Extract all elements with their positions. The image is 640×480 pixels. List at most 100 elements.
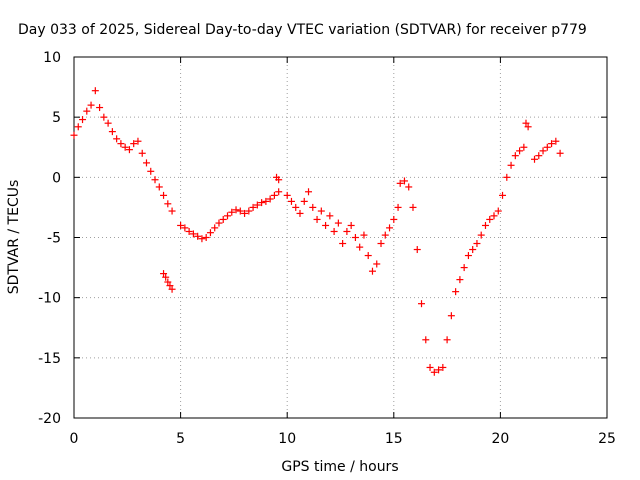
data-point [456,276,464,284]
data-point [322,221,330,229]
data-point [232,206,240,214]
data-point [236,207,244,215]
data-point [87,101,95,109]
data-point [507,161,515,169]
x-axis-label: GPS time / hours [281,459,398,475]
data-point [477,231,485,239]
data-point [486,215,494,223]
data-point [469,246,477,254]
data-point [241,209,249,217]
data-point [270,191,278,199]
data-point [162,273,170,281]
data-point [394,203,402,211]
data-point [155,183,163,191]
data-point [104,119,112,127]
data-point [206,229,214,237]
y-tick-label: -15 [38,351,61,367]
data-point [74,123,82,131]
x-tick-label: 20 [491,431,509,447]
data-point [228,208,236,216]
data-point [524,123,532,131]
data-point [151,176,159,184]
data-point [166,282,174,290]
data-point [70,131,78,139]
data-point [439,363,447,371]
data-point [400,177,408,185]
data-point [96,104,104,112]
data-point [452,288,460,296]
data-point [360,231,368,239]
data-point [305,188,313,196]
x-tick-label: 5 [176,431,185,447]
data-point [351,234,359,241]
data-point [215,219,223,227]
data-point [147,167,155,175]
data-point [189,230,197,238]
data-point [503,173,511,181]
data-points [70,87,564,376]
data-point [300,197,308,205]
data-point [364,252,372,260]
data-point [447,312,455,320]
data-point [309,203,317,211]
data-point [91,87,99,95]
data-point [418,300,426,308]
data-point [275,188,283,196]
data-point [494,207,502,215]
data-point [134,137,142,145]
y-axis-label: SDTVAR / TECUs [6,180,22,295]
data-point [543,143,551,151]
plot-frame [73,56,608,419]
grid [74,57,607,418]
data-point [262,197,270,205]
data-point [211,224,219,232]
data-point [368,267,376,275]
data-point [347,221,355,229]
x-tick-label: 15 [385,431,403,447]
data-point [556,149,564,157]
data-point [499,191,507,199]
data-point [460,264,468,272]
data-point [548,140,556,148]
data-point [396,179,404,187]
data-point [409,203,417,211]
axis-ticks: 0 5 10 15 20 25 -20 -15 -10 -5 0 5 10 [38,50,616,447]
data-point [83,107,91,115]
x-tick-label: 0 [70,431,79,447]
data-point [100,113,108,121]
data-point [377,240,385,248]
data-point [258,199,266,207]
data-point [339,240,347,248]
data-point [125,146,133,154]
data-point [511,152,519,160]
y-tick-label: -5 [47,231,61,247]
data-point [292,203,300,211]
data-point [245,207,253,215]
data-point [194,232,202,240]
data-point [317,207,325,215]
data-point [160,270,168,278]
data-point [473,240,481,248]
chart-title: Day 033 of 2025, Sidereal Day-to-day VTE… [18,22,587,38]
data-point [296,209,304,217]
data-point [520,143,528,151]
data-point [443,336,451,344]
data-point [79,116,87,124]
data-point [413,246,421,254]
data-point [426,363,434,371]
data-point [164,278,172,286]
data-point [283,191,291,199]
data-point [168,207,176,215]
y-tick-label: 5 [52,110,61,126]
data-point [522,119,530,127]
data-point [464,252,472,260]
y-tick-label: 10 [43,50,61,66]
data-point [343,227,351,235]
data-point [390,215,398,223]
data-point [138,149,146,157]
data-point [381,231,389,239]
data-point [430,368,438,376]
data-point [108,128,116,136]
data-point [490,212,498,220]
